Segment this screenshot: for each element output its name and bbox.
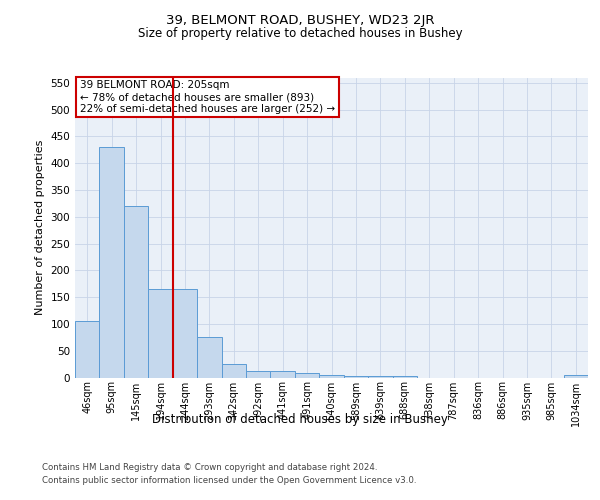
Text: Size of property relative to detached houses in Bushey: Size of property relative to detached ho… bbox=[137, 26, 463, 40]
Text: Contains HM Land Registry data © Crown copyright and database right 2024.: Contains HM Land Registry data © Crown c… bbox=[42, 462, 377, 471]
Bar bbox=[563, 375, 588, 378]
Bar bbox=[344, 376, 368, 378]
Bar bbox=[75, 322, 100, 378]
Bar bbox=[124, 206, 148, 378]
Bar bbox=[246, 371, 271, 378]
Text: 39, BELMONT ROAD, BUSHEY, WD23 2JR: 39, BELMONT ROAD, BUSHEY, WD23 2JR bbox=[166, 14, 434, 27]
Text: 39 BELMONT ROAD: 205sqm
← 78% of detached houses are smaller (893)
22% of semi-d: 39 BELMONT ROAD: 205sqm ← 78% of detache… bbox=[80, 80, 335, 114]
Bar bbox=[319, 375, 344, 378]
Text: Contains public sector information licensed under the Open Government Licence v3: Contains public sector information licen… bbox=[42, 476, 416, 485]
Bar bbox=[295, 373, 319, 378]
Bar bbox=[392, 376, 417, 378]
Bar bbox=[271, 371, 295, 378]
Bar bbox=[197, 338, 221, 378]
Text: Distribution of detached houses by size in Bushey: Distribution of detached houses by size … bbox=[152, 412, 448, 426]
Y-axis label: Number of detached properties: Number of detached properties bbox=[35, 140, 45, 315]
Bar bbox=[368, 376, 392, 378]
Bar bbox=[148, 289, 173, 378]
Bar bbox=[221, 364, 246, 378]
Bar bbox=[100, 147, 124, 378]
Bar bbox=[173, 289, 197, 378]
